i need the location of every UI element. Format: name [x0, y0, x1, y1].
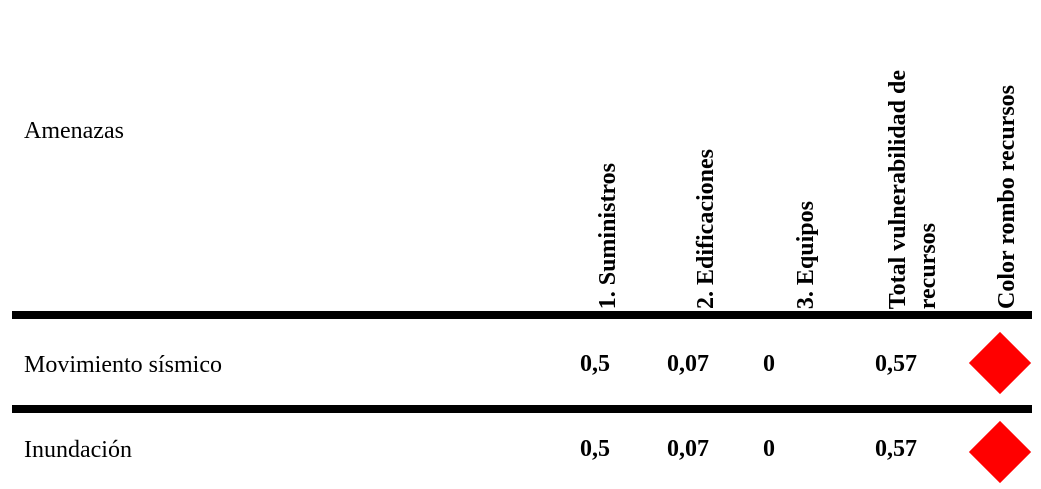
red-diamond-icon — [968, 420, 1032, 484]
cell-total: 0,57 — [875, 351, 917, 377]
header-total-line1: Total vulnerabilidad de — [885, 69, 911, 309]
row-divider — [12, 405, 1032, 413]
cell-suministros: 0,5 — [580, 351, 610, 377]
cell-edificaciones: 0,07 — [667, 351, 709, 377]
header-equipos: 3. Equipos — [793, 200, 819, 309]
cell-suministros: 0,5 — [580, 436, 610, 462]
cell-equipos: 0 — [763, 436, 775, 462]
header-edificaciones: 2. Edificaciones — [693, 149, 719, 309]
cell-equipos: 0 — [763, 351, 775, 377]
row-label-movimiento: Movimiento sísmico — [24, 352, 222, 378]
threats-header: Amenazas — [24, 118, 124, 144]
cell-edificaciones: 0,07 — [667, 436, 709, 462]
row-label-inundacion: Inundación — [24, 437, 132, 463]
header-suministros: 1. Suministros — [595, 162, 621, 309]
header-color: Color rombo recursos — [994, 85, 1020, 309]
header-divider — [12, 311, 1032, 319]
header-total-line2: recursos — [915, 222, 941, 309]
cell-total: 0,57 — [875, 436, 917, 462]
red-diamond-icon — [968, 331, 1032, 395]
